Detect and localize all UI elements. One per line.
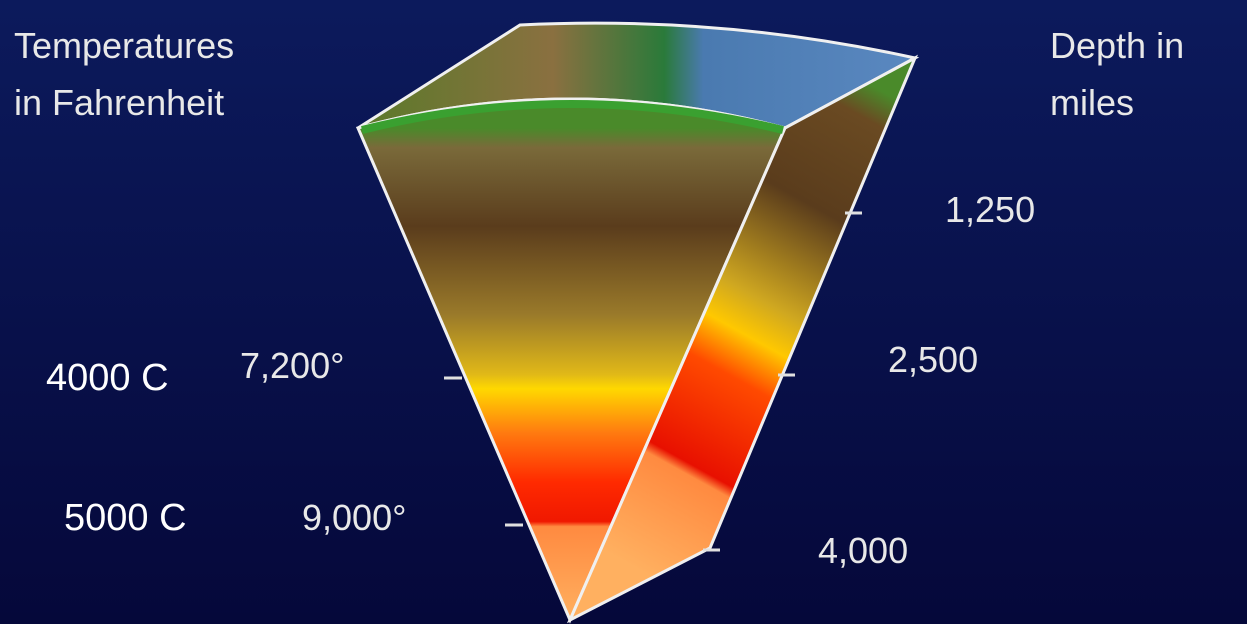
ticks [444,211,862,552]
depth-label: 4,000 [818,530,908,571]
left-title: Temperatures [14,25,234,66]
celsius-label: 5000 C [64,497,187,539]
celsius-label: 4000 C [46,357,169,399]
side-face [566,54,919,624]
right-title: Depth in [1050,25,1184,66]
right-title: miles [1050,82,1134,123]
crust [361,100,784,134]
fahrenheit-label: 9,000° [302,497,406,538]
depth-label: 1,250 [945,189,1035,230]
left-title: in Fahrenheit [14,82,224,123]
fahrenheit-label: 7,200° [240,345,344,386]
depth-label: 2,500 [888,339,978,380]
